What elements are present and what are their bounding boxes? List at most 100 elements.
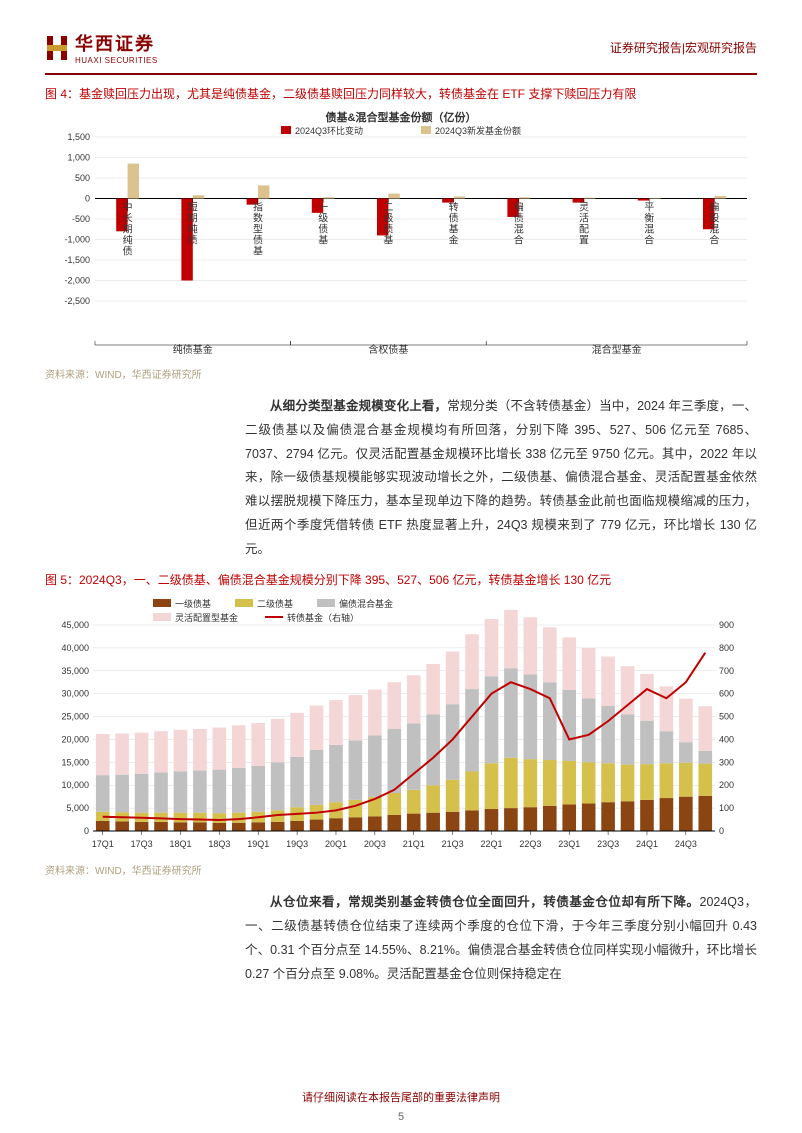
svg-text:22Q1: 22Q1 xyxy=(480,839,502,849)
svg-text:债: 债 xyxy=(514,212,524,225)
svg-text:0: 0 xyxy=(85,194,90,204)
figure4-svg: -2,500 -2,000 -1,500 -1,000 -500 0 500 1,000 1,5… xyxy=(45,109,757,359)
svg-text:19Q1: 19Q1 xyxy=(247,839,269,849)
svg-text:基: 基 xyxy=(253,245,263,258)
svg-text:2024Q3新发基金份额: 2024Q3新发基金份额 xyxy=(435,125,521,136)
svg-text:纯债基金: 纯债基金 xyxy=(173,343,213,356)
svg-text:300: 300 xyxy=(719,758,734,768)
svg-text:0: 0 xyxy=(84,826,89,836)
svg-text:5,000: 5,000 xyxy=(66,803,89,813)
svg-text:-1,500: -1,500 xyxy=(64,255,90,265)
svg-text:18Q1: 18Q1 xyxy=(169,839,191,849)
page-number: 5 xyxy=(0,1111,802,1123)
svg-text:二级债基: 二级债基 xyxy=(257,598,293,609)
svg-text:19Q3: 19Q3 xyxy=(286,839,308,849)
svg-text:灵: 灵 xyxy=(579,202,589,214)
svg-text:长: 长 xyxy=(123,213,133,225)
svg-text:纯: 纯 xyxy=(188,223,198,236)
figure4-title: 图 4：基金赎回压力出现，尤其是纯债基金，二级债基赎回压力同样较大，转债基金在 … xyxy=(45,85,757,103)
svg-text:-1,000: -1,000 xyxy=(64,235,90,245)
svg-text:数: 数 xyxy=(253,212,263,225)
svg-text:股: 股 xyxy=(709,213,719,225)
svg-text:-2,000: -2,000 xyxy=(64,276,90,286)
svg-text:17Q3: 17Q3 xyxy=(131,839,153,849)
svg-text:平: 平 xyxy=(644,203,654,214)
para1-body: 常规分类（不含转债基金）当中，2024 年三季度，一、二级债基以及偏债混合基金规… xyxy=(245,399,757,556)
svg-text:400: 400 xyxy=(719,735,734,745)
svg-text:合: 合 xyxy=(514,234,524,247)
svg-text:债: 债 xyxy=(123,245,133,258)
figure5-source: 资料来源：WIND，华西证券研究所 xyxy=(45,862,757,877)
svg-text:活: 活 xyxy=(579,213,589,225)
svg-text:灵活配置型基金: 灵活配置型基金 xyxy=(175,612,238,623)
svg-text:500: 500 xyxy=(75,173,90,183)
svg-text:23Q3: 23Q3 xyxy=(597,839,619,849)
figure5-svg: 05,00010,00015,00020,00025,00030,00035,0… xyxy=(45,595,757,855)
para1-lead: 从细分类型基金规模变化上看， xyxy=(270,399,447,413)
svg-text:级: 级 xyxy=(383,213,393,225)
svg-text:30,000: 30,000 xyxy=(61,689,89,699)
logo-en: HUAXI SECURITIES xyxy=(75,56,158,65)
header-right-text: 证券研究报告|宏观研究报告 xyxy=(610,39,757,56)
svg-text:20Q3: 20Q3 xyxy=(364,839,386,849)
svg-text:600: 600 xyxy=(719,689,734,699)
svg-text:债基&混合型基金份额（亿份）: 债基&混合型基金份额（亿份） xyxy=(326,110,477,124)
svg-text:一: 一 xyxy=(318,203,328,214)
svg-text:基: 基 xyxy=(383,234,393,247)
svg-text:10,000: 10,000 xyxy=(61,780,89,790)
svg-text:偏债混合基金: 偏债混合基金 xyxy=(339,598,393,609)
svg-text:35,000: 35,000 xyxy=(61,666,89,676)
svg-text:20,000: 20,000 xyxy=(61,735,89,745)
svg-text:23Q1: 23Q1 xyxy=(558,839,580,849)
svg-text:债: 债 xyxy=(449,212,459,225)
svg-text:24Q1: 24Q1 xyxy=(636,839,658,849)
svg-text:900: 900 xyxy=(719,620,734,630)
svg-text:置: 置 xyxy=(579,235,589,247)
svg-text:-2,500: -2,500 xyxy=(64,296,90,306)
svg-text:混: 混 xyxy=(514,224,524,236)
svg-text:700: 700 xyxy=(719,666,734,676)
svg-text:1,500: 1,500 xyxy=(67,132,90,142)
page-header: 华西证券 HUAXI SECURITIES 证券研究报告|宏观研究报告 xyxy=(45,30,757,75)
svg-text:债: 债 xyxy=(318,223,328,236)
svg-text:一级债基: 一级债基 xyxy=(175,598,211,609)
svg-text:45,000: 45,000 xyxy=(61,620,89,630)
svg-text:1,000: 1,000 xyxy=(67,153,90,163)
svg-text:二: 二 xyxy=(383,203,393,214)
svg-text:100: 100 xyxy=(719,803,734,813)
svg-text:配: 配 xyxy=(579,224,589,236)
svg-text:0: 0 xyxy=(719,826,724,836)
svg-text:18Q3: 18Q3 xyxy=(208,839,230,849)
svg-text:基: 基 xyxy=(318,234,328,247)
svg-text:15,000: 15,000 xyxy=(61,758,89,768)
svg-text:21Q1: 21Q1 xyxy=(403,839,425,849)
svg-text:期: 期 xyxy=(123,224,133,236)
svg-text:纯: 纯 xyxy=(123,234,133,247)
svg-text:2024Q3环比变动: 2024Q3环比变动 xyxy=(295,125,363,136)
svg-text:21Q3: 21Q3 xyxy=(442,839,464,849)
svg-text:期: 期 xyxy=(188,213,198,225)
svg-text:债: 债 xyxy=(188,234,198,247)
svg-text:转债基金（右轴）: 转债基金（右轴） xyxy=(287,612,359,623)
paragraph-1: 从细分类型基金规模变化上看，常规分类（不含转债基金）当中，2024 年三季度，一… xyxy=(245,395,757,561)
svg-text:混: 混 xyxy=(644,224,654,236)
svg-text:混合型基金: 混合型基金 xyxy=(592,343,642,356)
svg-text:-500: -500 xyxy=(72,214,90,224)
figure5-title: 图 5：2024Q3，一、二级债基、偏债混合基金规模分别下降 395、527、5… xyxy=(45,571,757,589)
svg-text:20Q1: 20Q1 xyxy=(325,839,347,849)
svg-text:17Q1: 17Q1 xyxy=(92,839,114,849)
svg-text:24Q3: 24Q3 xyxy=(675,839,697,849)
svg-text:金: 金 xyxy=(449,234,459,247)
svg-text:基: 基 xyxy=(449,223,459,236)
figure5-chart: 05,00010,00015,00020,00025,00030,00035,0… xyxy=(45,595,757,858)
logo-cn: 华西证券 xyxy=(75,30,158,56)
paragraph-2: 从仓位来看，常规类别基金转债仓位全面回升，转债基金仓位却有所下降。2024Q3，… xyxy=(245,891,757,986)
svg-text:800: 800 xyxy=(719,643,734,653)
svg-text:型: 型 xyxy=(253,223,263,236)
svg-text:22Q3: 22Q3 xyxy=(519,839,541,849)
huaxi-logo-icon xyxy=(45,34,69,62)
logo-text: 华西证券 HUAXI SECURITIES xyxy=(75,30,158,65)
svg-text:合: 合 xyxy=(709,234,719,247)
logo-block: 华西证券 HUAXI SECURITIES xyxy=(45,30,158,65)
svg-text:含权债基: 含权债基 xyxy=(368,343,408,356)
